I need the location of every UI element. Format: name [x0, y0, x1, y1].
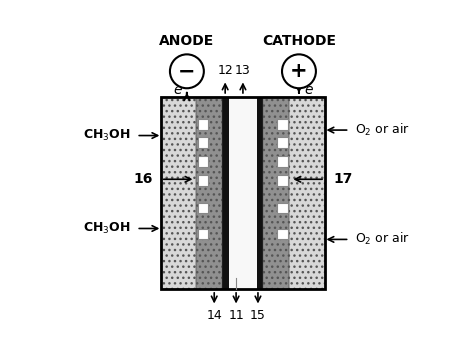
- Bar: [290, 97, 325, 289]
- Text: 12: 12: [217, 64, 233, 77]
- Bar: [256, 97, 264, 289]
- Bar: [277, 156, 288, 167]
- Text: O$_2$ or air: O$_2$ or air: [355, 122, 410, 138]
- Bar: [161, 97, 196, 289]
- Bar: [277, 229, 288, 239]
- Bar: [198, 229, 209, 239]
- Text: −: −: [178, 61, 196, 81]
- Text: 16: 16: [133, 172, 153, 186]
- Text: CH$_3$OH: CH$_3$OH: [83, 128, 131, 143]
- Text: 17: 17: [333, 172, 353, 186]
- Text: CH$_3$OH: CH$_3$OH: [83, 221, 131, 236]
- Bar: [290, 97, 325, 289]
- Bar: [264, 97, 290, 289]
- Bar: [277, 119, 288, 130]
- Bar: [196, 97, 222, 289]
- Text: 14: 14: [206, 309, 222, 322]
- Bar: [161, 97, 325, 289]
- Bar: [198, 175, 209, 186]
- Text: e: e: [173, 83, 182, 97]
- Bar: [277, 175, 288, 186]
- Bar: [198, 137, 209, 148]
- Text: ANODE: ANODE: [159, 33, 215, 48]
- Text: +: +: [290, 61, 308, 81]
- Bar: [277, 137, 288, 148]
- Bar: [229, 97, 256, 289]
- Bar: [277, 203, 288, 213]
- Text: O$_2$ or air: O$_2$ or air: [355, 231, 410, 247]
- Text: 13: 13: [235, 64, 251, 77]
- Bar: [198, 156, 209, 167]
- Bar: [264, 97, 290, 289]
- Text: 11: 11: [228, 309, 244, 322]
- Bar: [198, 119, 209, 130]
- Text: 15: 15: [250, 309, 266, 322]
- Bar: [161, 97, 196, 289]
- Text: CATHODE: CATHODE: [262, 33, 336, 48]
- Bar: [196, 97, 222, 289]
- Circle shape: [170, 54, 204, 88]
- Circle shape: [282, 54, 316, 88]
- Bar: [222, 97, 229, 289]
- Bar: [198, 203, 209, 213]
- Text: e: e: [304, 83, 313, 97]
